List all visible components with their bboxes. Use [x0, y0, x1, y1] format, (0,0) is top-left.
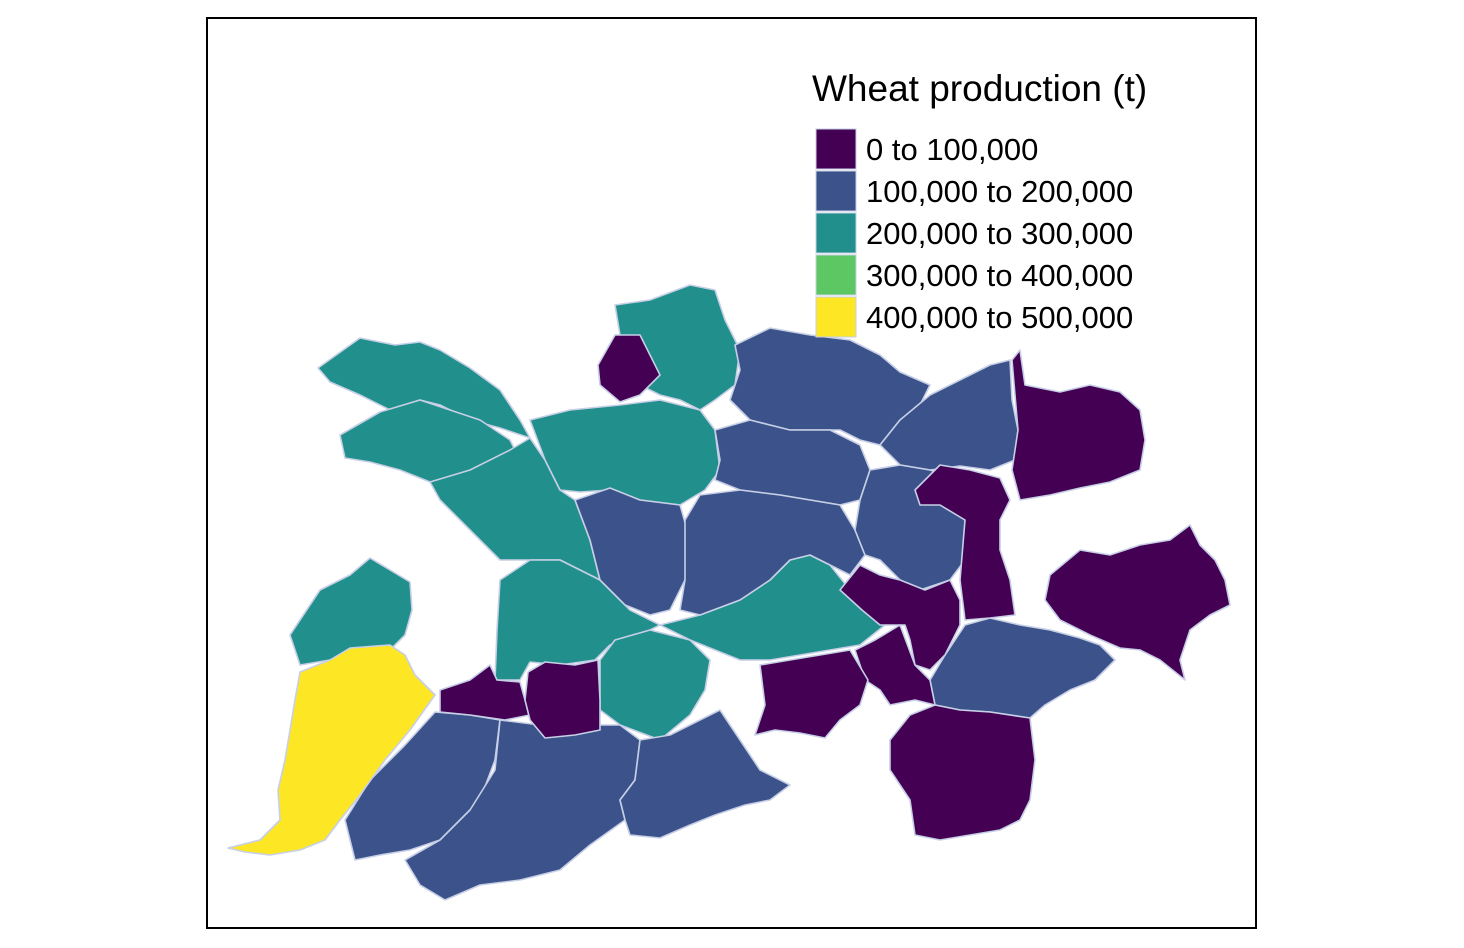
region[interactable] — [839, 564, 961, 671]
region[interactable] — [599, 629, 711, 741]
region[interactable] — [914, 464, 1016, 621]
legend: Wheat production (t) 0 to 100,000 100,000… — [812, 68, 1147, 338]
legend-label: 0 to 100,000 — [866, 132, 1038, 167]
region[interactable] — [1011, 349, 1146, 501]
region[interactable] — [597, 334, 661, 403]
region[interactable] — [754, 649, 869, 739]
region[interactable] — [344, 711, 501, 861]
legend-items: 0 to 100,000 100,000 to 200,000 200,000 to… — [815, 128, 1133, 338]
legend-label: 100,000 to 200,000 — [866, 174, 1133, 209]
region[interactable] — [227, 644, 436, 856]
map-frame — [206, 17, 1257, 929]
region[interactable] — [529, 399, 721, 506]
legend-label: 400,000 to 500,000 — [866, 300, 1133, 335]
legend-swatch — [815, 170, 857, 212]
map-regions — [227, 284, 1231, 901]
legend-label: 200,000 to 300,000 — [866, 216, 1133, 251]
region[interactable] — [714, 419, 871, 506]
region[interactable] — [574, 487, 691, 616]
legend-swatch — [815, 128, 857, 170]
region[interactable] — [1044, 524, 1231, 681]
region[interactable] — [619, 709, 791, 839]
legend-swatch — [815, 296, 857, 338]
legend-swatch — [815, 254, 857, 296]
legend-label: 300,000 to 400,000 — [866, 258, 1133, 293]
legend-swatch — [815, 212, 857, 254]
region[interactable] — [854, 624, 1036, 841]
region[interactable] — [524, 659, 601, 739]
legend-title: Wheat production (t) — [812, 68, 1147, 109]
region[interactable] — [679, 489, 866, 616]
